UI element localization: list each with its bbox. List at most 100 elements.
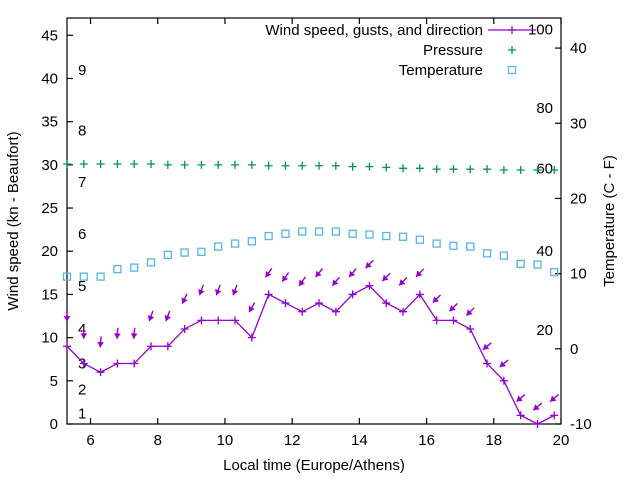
- y-axis-tick-label: 5: [50, 373, 58, 390]
- pressure-point: [348, 162, 357, 171]
- temperature-point: [247, 237, 256, 246]
- temperature-point: [550, 267, 559, 277]
- wind-speed-point: [96, 368, 105, 377]
- wind-direction-arrow: [281, 272, 290, 283]
- temperature-point: [382, 231, 391, 241]
- pressure-point: [180, 160, 189, 169]
- wind-direction-arrow: [549, 394, 559, 403]
- pressure-point: [466, 165, 475, 174]
- legend-label-1: Pressure: [423, 42, 483, 59]
- pressure-point: [516, 166, 525, 175]
- temperature-point: [449, 241, 458, 250]
- wind-speed-line: [66, 284, 555, 425]
- wind-direction-arrow: [63, 310, 71, 322]
- temperature-point: [466, 242, 475, 251]
- temperature-point: [79, 272, 88, 281]
- y2-axis-tick-label: 20: [570, 190, 587, 207]
- wind-speed-point: [382, 299, 391, 308]
- temperature-point: [298, 227, 307, 236]
- wind-direction-arrow: [97, 336, 104, 348]
- pressure-point: [533, 166, 542, 175]
- temperature-point: [113, 264, 122, 274]
- pressure-point: [432, 165, 441, 174]
- wind-speed-point: [79, 359, 88, 368]
- wind-speed-point: [365, 281, 374, 290]
- fahrenheit-scale-label: 20: [536, 322, 553, 339]
- wind-speed-point: [214, 316, 223, 325]
- legend-sample-wind-marker: [508, 26, 516, 34]
- temperature-point: [314, 227, 324, 236]
- x-axis-tick-label: 20: [553, 432, 570, 449]
- y-axis-tick-label: 40: [41, 70, 58, 87]
- wind-speed-point: [550, 411, 559, 420]
- wind-direction-arrow: [365, 259, 374, 269]
- temperature-point: [264, 231, 273, 241]
- beaufort-scale-label: 2: [78, 381, 86, 398]
- pressure-point: [331, 161, 340, 170]
- wind-direction-arrow: [114, 327, 121, 339]
- y2-axis-title: Temperature (C - F): [601, 155, 618, 287]
- wind-direction-arrow: [80, 327, 88, 339]
- legend-sample-pressure-marker: [508, 46, 516, 54]
- y2-axis-tick-label: 30: [570, 115, 587, 132]
- wind-speed-point: [499, 376, 508, 385]
- wind-direction-arrow: [181, 293, 188, 305]
- legend-label-2: Temperature: [399, 62, 483, 79]
- temperature-point: [146, 258, 156, 267]
- legend-sample-temperature-marker: [507, 65, 517, 75]
- temperature-point: [398, 232, 408, 241]
- wind-direction-arrow: [298, 276, 306, 287]
- y2-axis-tick-label: 0: [570, 341, 578, 358]
- y-axis-tick-label: 10: [41, 330, 58, 347]
- wind-speed-point: [247, 333, 256, 342]
- pressure-point: [147, 159, 156, 168]
- pressure-point: [365, 162, 374, 171]
- y-axis-tick-label: 25: [41, 200, 58, 217]
- plot-frame: [66, 17, 562, 425]
- wind-speed-point: [533, 420, 542, 428]
- beaufort-scale-label: 4: [78, 321, 86, 338]
- wind-speed-point: [331, 307, 340, 316]
- temperature-point: [180, 248, 189, 257]
- wind-speed-point: [415, 290, 424, 299]
- x-axis-tick-label: 6: [86, 432, 94, 449]
- pressure-point: [382, 163, 391, 172]
- temperature-point: [365, 230, 374, 239]
- temperature-point: [62, 272, 72, 281]
- pressure-point: [197, 160, 206, 169]
- x-axis-title: Local time (Europe/Athens): [223, 457, 405, 474]
- wind-direction-arrow: [482, 342, 492, 351]
- wind-speed-point: [315, 299, 324, 308]
- y-axis-tick-label: 45: [41, 27, 58, 44]
- temperature-point: [214, 242, 223, 251]
- wind-direction-arrow: [214, 284, 222, 296]
- wind-speed-point: [63, 342, 71, 351]
- wind-direction-arrow: [248, 302, 256, 313]
- wind-speed-point: [298, 307, 307, 316]
- pressure-point: [550, 166, 559, 175]
- y2-axis-tick-label: 10: [570, 266, 587, 283]
- wind-direction-arrow: [499, 359, 509, 368]
- temperature-point: [533, 260, 542, 269]
- wind-direction-arrow: [516, 394, 526, 403]
- wind-speed-point: [163, 342, 172, 351]
- wind-direction-arrow: [449, 302, 458, 312]
- x-axis-tick-label: 14: [351, 432, 368, 449]
- pressure-point: [130, 159, 139, 168]
- pressure-point: [298, 161, 307, 170]
- temperature-point: [516, 259, 525, 269]
- fahrenheit-scale-label: 60: [536, 160, 553, 177]
- wind-direction-arrow: [147, 310, 155, 322]
- beaufort-scale-label: 8: [78, 122, 86, 139]
- temperature-point: [197, 247, 206, 256]
- pressure-point: [499, 166, 508, 175]
- temperature-point: [130, 263, 139, 272]
- wind-direction-arrow: [130, 327, 138, 339]
- pressure-point: [483, 165, 492, 174]
- wind-speed-point: [180, 324, 189, 333]
- wind-direction-arrow: [381, 272, 391, 282]
- x-axis-tick-label: 18: [485, 432, 502, 449]
- wind-speed-point: [483, 359, 492, 368]
